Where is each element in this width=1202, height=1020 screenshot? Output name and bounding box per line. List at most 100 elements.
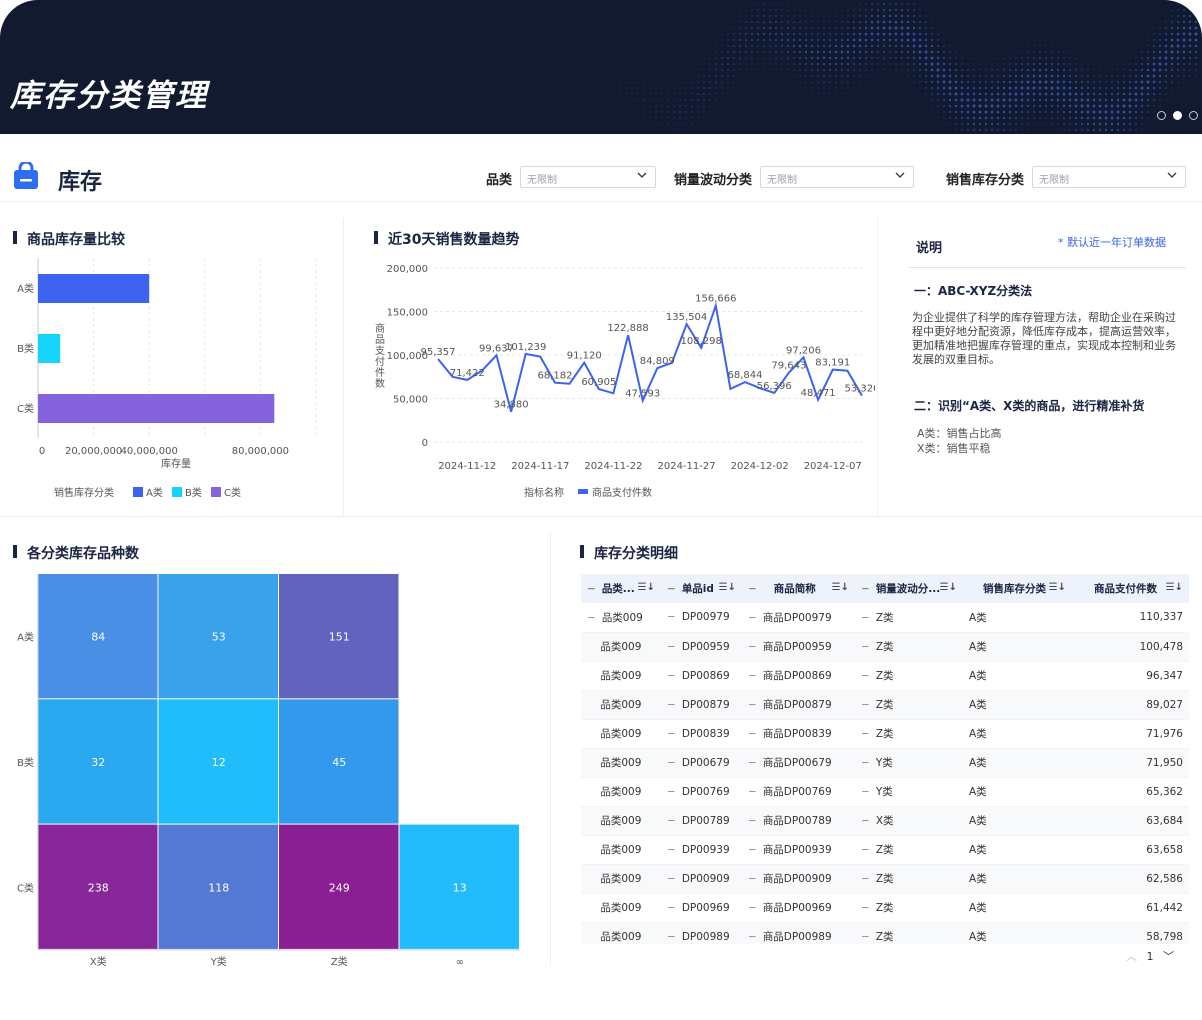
table-cell: A类 <box>963 603 1072 633</box>
table-row[interactable]: 品类009− DP00969− 商品DP00969− Z类 A类 61,442 <box>581 893 1189 923</box>
minus-icon[interactable]: − <box>667 698 676 711</box>
table-row[interactable]: 品类009− DP00959− 商品DP00959− Z类 A类 100,478 <box>581 632 1189 662</box>
table-cell: − 品类009 <box>581 603 661 633</box>
minus-icon[interactable]: − <box>748 902 757 914</box>
table-row[interactable]: 品类009− DP00869− 商品DP00869− Z类 A类 96,347 <box>581 661 1189 691</box>
data-label: 48,471 <box>801 388 836 399</box>
minus-icon[interactable]: − <box>667 640 676 653</box>
minus-icon[interactable]: − <box>667 872 676 885</box>
minus-icon[interactable]: − <box>748 583 757 595</box>
minus-icon[interactable]: − <box>861 641 870 653</box>
minus-icon[interactable]: − <box>861 757 870 769</box>
category-select[interactable]: 无限制 <box>520 166 656 188</box>
minus-icon[interactable]: − <box>861 699 870 711</box>
chevron-down-icon <box>895 172 905 178</box>
minus-icon[interactable]: − <box>587 611 596 624</box>
column-header-paid-qty[interactable]: 商品支付件数 ☰↓ <box>1072 574 1189 603</box>
pager-dot-active[interactable] <box>1173 111 1182 120</box>
minus-icon[interactable]: − <box>667 611 676 624</box>
table-row[interactable]: 品类009− DP00679− 商品DP00679− Y类 A类 71,950 <box>581 748 1189 778</box>
column-header-category[interactable]: − 品类... ☰↓ <box>581 574 661 603</box>
chevron-up-icon[interactable]: ︿ <box>1126 950 1137 963</box>
table-cell: − Y类 <box>855 777 963 807</box>
table-row[interactable]: 品类009− DP00839− 商品DP00839− Z类 A类 71,976 <box>581 719 1189 749</box>
cell-value: DP00879 <box>681 698 730 711</box>
divider <box>908 267 1186 268</box>
category-select-value: 无限制 <box>527 175 557 186</box>
minus-icon[interactable]: − <box>748 786 757 798</box>
heatmap-cell <box>279 824 399 949</box>
section-title: 库存 <box>58 170 103 195</box>
table-cell: 品类009 <box>581 632 661 662</box>
minus-icon[interactable]: − <box>861 611 870 624</box>
table-header-row: − 品类... ☰↓ − 单品id ☰↓ − 商品简称 ☰↓ − 销量波动分... ☰↓ 销售… <box>581 574 1189 603</box>
minus-icon[interactable]: − <box>861 815 870 827</box>
minus-icon[interactable]: − <box>861 670 870 682</box>
minus-icon[interactable]: − <box>861 583 870 595</box>
table-row[interactable]: 品类009− DP00989− 商品DP00989− Z类 A类 58,798 <box>581 922 1189 944</box>
table-row[interactable]: 品类009− DP00879− 商品DP00879− Z类 A类 89,027 <box>581 690 1189 720</box>
carousel-pager[interactable] <box>1157 111 1198 120</box>
minus-icon[interactable]: − <box>748 873 757 885</box>
minus-icon[interactable]: − <box>861 902 870 914</box>
table-row[interactable]: 品类009− DP00769− 商品DP00769− Y类 A类 65,362 <box>581 777 1189 807</box>
minus-icon[interactable]: − <box>748 757 757 769</box>
cell-value: Z类 <box>875 873 894 885</box>
chevron-down-icon[interactable]: ﹀ <box>1163 950 1174 963</box>
stock-class-select[interactable]: 无限制 <box>1032 166 1186 188</box>
sort-icon[interactable]: ☰↓ <box>831 582 849 593</box>
volatility-select[interactable]: 无限制 <box>760 166 914 188</box>
table-pagination[interactable]: ︿ 1 ﹀ <box>1126 948 1174 964</box>
minus-icon[interactable]: − <box>667 669 676 682</box>
minus-icon[interactable]: − <box>861 728 870 740</box>
minus-icon[interactable]: − <box>748 611 757 624</box>
minus-icon[interactable]: − <box>748 699 757 711</box>
minus-icon[interactable]: − <box>861 844 870 856</box>
table-row[interactable]: − 品类009− DP00979− 商品DP00979− Z类 A类 110,337 <box>581 603 1189 633</box>
column-header-name[interactable]: − 商品简称 ☰↓ <box>742 574 855 603</box>
sort-icon[interactable]: ☰↓ <box>1048 582 1066 593</box>
column-header-stock-class[interactable]: 销售库存分类 ☰↓ <box>963 574 1072 603</box>
cell-value: 品类009 <box>600 728 642 740</box>
table-cell: A类 <box>963 748 1072 778</box>
column-header-volatility[interactable]: − 销量波动分... ☰↓ <box>855 574 963 603</box>
minus-icon[interactable]: − <box>748 815 757 827</box>
sort-icon[interactable]: ☰↓ <box>1165 582 1183 593</box>
minus-icon[interactable]: − <box>748 641 757 653</box>
table-cell: A类 <box>963 806 1072 836</box>
minus-icon[interactable]: − <box>667 901 676 914</box>
table-row[interactable]: 品类009− DP00939− 商品DP00939− Z类 A类 63,658 <box>581 835 1189 865</box>
column-header-item-id[interactable]: − 单品id ☰↓ <box>661 574 742 603</box>
minus-icon[interactable]: − <box>748 728 757 740</box>
cell-value: Z类 <box>875 641 894 653</box>
table-row[interactable]: 品类009− DP00909− 商品DP00909− Z类 A类 62,586 <box>581 864 1189 894</box>
heatmap-cell <box>158 574 278 699</box>
minus-icon[interactable]: − <box>667 930 676 943</box>
minus-icon[interactable]: − <box>587 583 596 595</box>
minus-icon[interactable]: − <box>748 670 757 682</box>
sort-icon[interactable]: ☰↓ <box>718 582 736 593</box>
table-cell: 110,337 <box>1072 603 1189 633</box>
minus-icon[interactable]: − <box>861 873 870 885</box>
pager-dot[interactable] <box>1157 111 1166 120</box>
minus-icon[interactable]: − <box>667 583 676 595</box>
sort-icon[interactable]: ☰↓ <box>939 582 957 593</box>
minus-icon[interactable]: − <box>667 785 676 798</box>
minus-icon[interactable]: − <box>667 756 676 769</box>
minus-icon[interactable]: − <box>748 931 757 943</box>
minus-icon[interactable]: − <box>667 814 676 827</box>
minus-icon[interactable]: − <box>667 843 676 856</box>
pager-dot[interactable] <box>1189 111 1198 120</box>
cell-value: 71,950 <box>1146 756 1183 769</box>
heatmap-cell-value: 45 <box>332 756 346 769</box>
cell-value: Z类 <box>875 728 894 740</box>
minus-icon[interactable]: − <box>861 931 870 943</box>
table-cell: − DP00909 <box>661 864 742 894</box>
cell-value: 品类009 <box>600 757 642 769</box>
minus-icon[interactable]: − <box>667 727 676 740</box>
table-row[interactable]: 品类009− DP00789− 商品DP00789− X类 A类 63,684 <box>581 806 1189 836</box>
sort-icon[interactable]: ☰↓ <box>637 582 655 593</box>
minus-icon[interactable]: − <box>861 786 870 798</box>
cell-value: DP00939 <box>681 843 730 856</box>
minus-icon[interactable]: − <box>748 844 757 856</box>
